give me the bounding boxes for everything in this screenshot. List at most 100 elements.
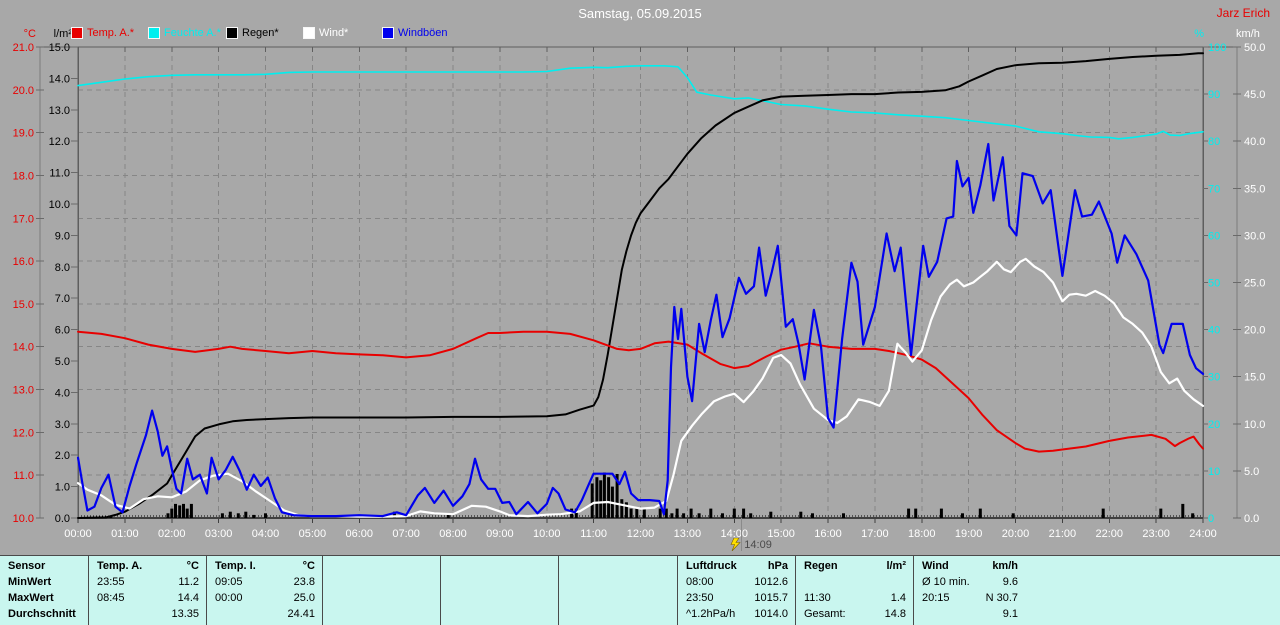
table-cell: 11:30 — [804, 592, 831, 604]
svg-text:07:00: 07:00 — [392, 528, 420, 540]
svg-text:14.0: 14.0 — [49, 73, 70, 85]
table-cell: 9.6 — [1002, 576, 1018, 588]
table-column-header: Wind — [922, 560, 949, 572]
svg-text:1.0: 1.0 — [55, 482, 70, 494]
temp-axis-header: °C — [23, 28, 36, 40]
svg-text:12.0: 12.0 — [49, 136, 70, 148]
svg-text:13.0: 13.0 — [49, 105, 70, 117]
svg-text:10.0: 10.0 — [13, 513, 34, 525]
svg-text:16.0: 16.0 — [13, 256, 34, 268]
svg-text:5.0: 5.0 — [55, 356, 70, 368]
table-cell: 08:00 — [686, 576, 714, 588]
table-cell: 14.8 — [884, 608, 906, 620]
table-cell: N 30.7 — [985, 592, 1018, 604]
rain-rate-bars — [109, 472, 1195, 518]
svg-text:18.0: 18.0 — [13, 170, 34, 182]
svg-text:15.0: 15.0 — [1244, 372, 1265, 384]
svg-text:03:00: 03:00 — [205, 528, 233, 540]
chart-canvas[interactable]: 21.0 20.0 19.0 18.0 17.0 16.0 15.0 14.0 13.0 12.0… — [0, 0, 1280, 553]
svg-text:13:00: 13:00 — [674, 528, 702, 540]
legend-item-1[interactable]: Temp. A.* — [72, 27, 134, 39]
svg-text:17:00: 17:00 — [861, 528, 889, 540]
table-cell: 23:55 — [97, 576, 125, 588]
table-cell: 09:05 — [215, 576, 243, 588]
svg-text:17.0: 17.0 — [13, 213, 34, 225]
svg-text:12.0: 12.0 — [13, 427, 34, 439]
svg-text:20:00: 20:00 — [1002, 528, 1030, 540]
legend-item-2[interactable]: Feuchte A.* — [149, 27, 221, 39]
station-name: Jarz Erich — [1216, 6, 1270, 20]
table-cell: 14.4 — [177, 592, 199, 604]
svg-text:70: 70 — [1208, 183, 1220, 195]
table-cell: 11.2 — [178, 576, 199, 588]
legend-swatch — [383, 28, 393, 38]
svg-text:22:00: 22:00 — [1095, 528, 1123, 540]
table-column-empty — [558, 556, 677, 625]
svg-text:23:00: 23:00 — [1142, 528, 1170, 540]
table-column-empty — [440, 556, 558, 625]
table-cell: 1015.7 — [754, 592, 788, 604]
legend-swatch — [149, 28, 159, 38]
svg-text:05:00: 05:00 — [299, 528, 327, 540]
svg-text:15:00: 15:00 — [767, 528, 795, 540]
svg-text:04:00: 04:00 — [252, 528, 280, 540]
legend-item-4[interactable]: Wind* — [304, 27, 348, 39]
table-cell: 23.8 — [293, 576, 315, 588]
table-cell: 13.35 — [171, 608, 199, 620]
svg-text:9.0: 9.0 — [55, 230, 70, 242]
svg-text:2.0: 2.0 — [55, 450, 70, 462]
table-column-header: Regen — [804, 560, 838, 572]
svg-text:10: 10 — [1208, 466, 1220, 478]
table-column-unit: °C — [302, 560, 315, 572]
svg-text:11.0: 11.0 — [49, 168, 70, 180]
table-cell: 24.41 — [287, 608, 315, 620]
gridlines — [77, 47, 1204, 518]
svg-text:30.0: 30.0 — [1244, 230, 1265, 242]
svg-text:11:00: 11:00 — [580, 528, 607, 540]
table-cell: Ø 10 min. — [922, 576, 970, 588]
cursor-time: 14:09 — [744, 538, 772, 551]
x-axis-labels: 00:00 01:00 02:00 03:00 04:00 05:00 06:00 07:00… — [64, 528, 1217, 540]
svg-text:14.0: 14.0 — [13, 342, 34, 354]
table-row-labels: Sensor MinWert MaxWert Durchschnitt — [0, 556, 88, 625]
legend-swatch — [227, 28, 237, 38]
svg-text:24:00: 24:00 — [1189, 528, 1217, 540]
legend-swatch — [72, 28, 82, 38]
svg-text:25.0: 25.0 — [1244, 278, 1265, 290]
table-row-label: Durchschnitt — [8, 608, 76, 620]
svg-text:01:00: 01:00 — [111, 528, 139, 540]
table-column-temp-i-: Temp. I. °C 09:05 23.8 00:00 25.0 24.41 — [206, 556, 322, 625]
svg-text:20.0: 20.0 — [1244, 325, 1265, 337]
table-cell: 08:45 — [97, 592, 125, 604]
table-column-unit: °C — [186, 560, 199, 572]
series-windb-en — [76, 142, 1205, 518]
svg-text:35.0: 35.0 — [1244, 183, 1265, 195]
legend-swatch — [304, 28, 314, 38]
legend-item-5[interactable]: Windböen — [383, 27, 448, 39]
table-column-luftdruck: Luftdruck hPa 08:00 1012.6 23:50 1015.7 ^1.2hP… — [677, 556, 795, 625]
svg-text:09:00: 09:00 — [486, 528, 514, 540]
legend-label: Feuchte A.* — [164, 27, 221, 39]
svg-text:50.0: 50.0 — [1244, 42, 1265, 54]
table-column-header: Luftdruck — [686, 560, 737, 572]
series-wind — [76, 257, 1205, 518]
table-row-label: Sensor — [8, 560, 46, 572]
table-column-header: Temp. A. — [97, 560, 143, 572]
series-regen-summe — [77, 52, 1204, 519]
svg-text:5.0: 5.0 — [1244, 466, 1259, 478]
svg-text:10.0: 10.0 — [1244, 419, 1265, 431]
svg-text:21:00: 21:00 — [1049, 528, 1077, 540]
legend-item-3[interactable]: Regen* — [227, 27, 279, 39]
svg-text:0.0: 0.0 — [1244, 513, 1259, 525]
table-cell: Gesamt: — [804, 608, 846, 620]
cursor-bolt-icon — [730, 538, 741, 551]
series-temp-a- — [77, 330, 1204, 453]
table-column-empty — [322, 556, 440, 625]
svg-text:30: 30 — [1208, 372, 1220, 384]
page-title: Samstag, 05.09.2015 — [578, 6, 702, 21]
svg-text:6.0: 6.0 — [55, 325, 70, 337]
svg-text:0.0: 0.0 — [55, 513, 70, 525]
svg-text:90: 90 — [1208, 89, 1220, 101]
series-feuchte-a- — [77, 65, 1204, 140]
